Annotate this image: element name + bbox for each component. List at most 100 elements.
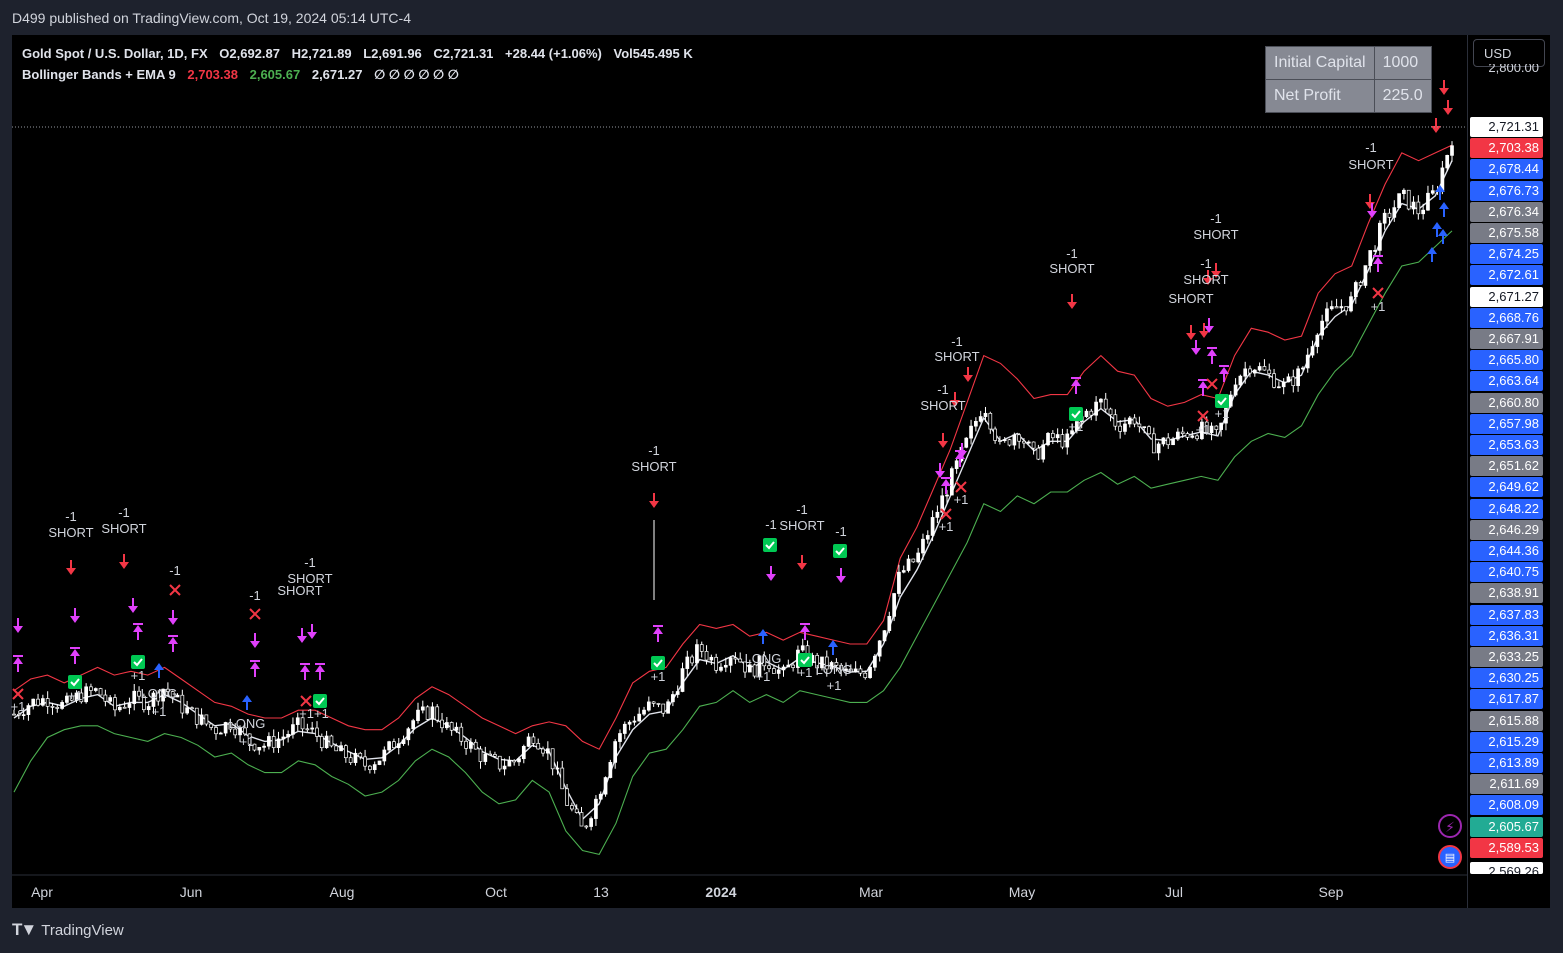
price-candle (1426, 185, 1430, 211)
stop-cross-icon (940, 508, 952, 520)
indicator-legend[interactable]: Bollinger Bands + EMA 9 2,703.38 2,605.6… (22, 67, 467, 83)
target-check-icon (313, 694, 327, 708)
short-arrow-icon (13, 618, 23, 633)
check-mark (133, 658, 143, 667)
price-candle (1248, 365, 1252, 378)
price-scale-top-tick: 2,800.00 (1488, 64, 1539, 75)
target-check-icon (1069, 407, 1083, 421)
candle-body (1397, 193, 1401, 208)
price-candle (84, 683, 88, 704)
price-scale-label: 2,637.83 (1470, 604, 1543, 625)
candle-body (1022, 440, 1026, 444)
check-box (763, 538, 777, 552)
price-candle (1171, 436, 1175, 446)
candle-body (26, 705, 31, 715)
candle-body (1416, 201, 1421, 215)
price-candle (666, 699, 670, 714)
signal-label: SHORT (631, 459, 676, 474)
candle-body (897, 571, 901, 594)
ema-9-line (13, 160, 1453, 821)
price-candle (1050, 430, 1055, 445)
price-candle (444, 716, 449, 730)
price-candle (185, 700, 189, 715)
candle-body (839, 664, 844, 671)
short-arrow-icon (1191, 340, 1201, 355)
price-candle (603, 776, 608, 797)
price-candle (502, 758, 507, 776)
price-candle (1329, 300, 1334, 311)
candle-body (45, 698, 50, 707)
price-scale-label: 2,615.29 (1470, 731, 1543, 752)
candle-body (1252, 369, 1257, 374)
candle-body (60, 702, 64, 709)
price-scale-label: 2,668.76 (1470, 307, 1543, 328)
price-candle (1325, 302, 1329, 329)
signal-label: +1 (1371, 299, 1386, 314)
arrow-head (963, 375, 973, 382)
candle-body (1286, 376, 1291, 383)
us-flag-icon[interactable]: ▤ (1438, 845, 1462, 869)
currency-button[interactable]: USD (1473, 39, 1545, 67)
candle-body (1166, 437, 1171, 446)
price-candle (1392, 200, 1397, 222)
footer-brand[interactable]: T▼ TradingView (12, 920, 124, 940)
candle-body (560, 767, 565, 790)
price-scale-label: 2,615.88 (1470, 710, 1543, 731)
candle-body (1315, 334, 1320, 347)
arrow-head (1067, 302, 1077, 309)
x-tick-label: Jun (180, 884, 203, 900)
long-arrow-icon (941, 477, 951, 494)
signal-label: +1 (798, 665, 813, 680)
lightning-icon[interactable]: ⚡ (1438, 814, 1462, 838)
candle-body (622, 723, 627, 734)
candle-body (50, 705, 55, 708)
candle-body (223, 722, 228, 734)
price-candle (598, 791, 603, 800)
price-candle (1416, 195, 1421, 220)
candle-body (69, 695, 74, 701)
price-scale-label: 2,653.63 (1470, 435, 1543, 455)
candle-body (964, 437, 969, 448)
candle-body (791, 664, 795, 668)
candle-body (315, 727, 319, 737)
signal-label: -1 (1200, 256, 1212, 271)
price-candle (1147, 425, 1151, 435)
candle-body (276, 738, 281, 749)
candle-body (1142, 426, 1147, 429)
price-candle (1272, 368, 1276, 389)
info-value: 225.0 (1373, 79, 1432, 113)
candle-body (1310, 346, 1315, 356)
price-candle (190, 706, 194, 710)
candle-body (906, 558, 911, 571)
symbol-legend[interactable]: Gold Spot / U.S. Dollar, 1D, FX O2,692.8… (22, 46, 701, 61)
candle-body (1036, 447, 1041, 460)
price-scale-label: 2,636.31 (1470, 625, 1543, 646)
price-candle (1007, 438, 1012, 447)
candle-body (1060, 434, 1065, 448)
candle-body (1151, 433, 1156, 454)
signal-label: -1 (796, 502, 808, 517)
candle-body (767, 665, 771, 669)
cross-stroke (955, 481, 967, 493)
price-candle (1002, 436, 1007, 443)
check-box (798, 653, 812, 667)
check-box (131, 655, 145, 669)
signal-label: +1 (131, 668, 146, 683)
price-candle (382, 746, 387, 766)
candle-body (310, 727, 315, 730)
signal-label: +1+1 (299, 706, 329, 721)
price-candle (79, 685, 84, 704)
long-arrow-icon (1219, 365, 1229, 382)
candle-body (1349, 296, 1353, 312)
price-candle (142, 693, 146, 713)
price-candle (473, 739, 478, 750)
candle-body (420, 706, 425, 711)
candle-body (887, 616, 892, 631)
price-candle (815, 652, 820, 676)
candle-body (762, 655, 767, 667)
price-candle (166, 682, 170, 697)
price-candle (41, 694, 45, 707)
signal-label: LONG (229, 716, 266, 731)
cross-stroke (1372, 287, 1384, 299)
candle-body (1127, 417, 1132, 425)
